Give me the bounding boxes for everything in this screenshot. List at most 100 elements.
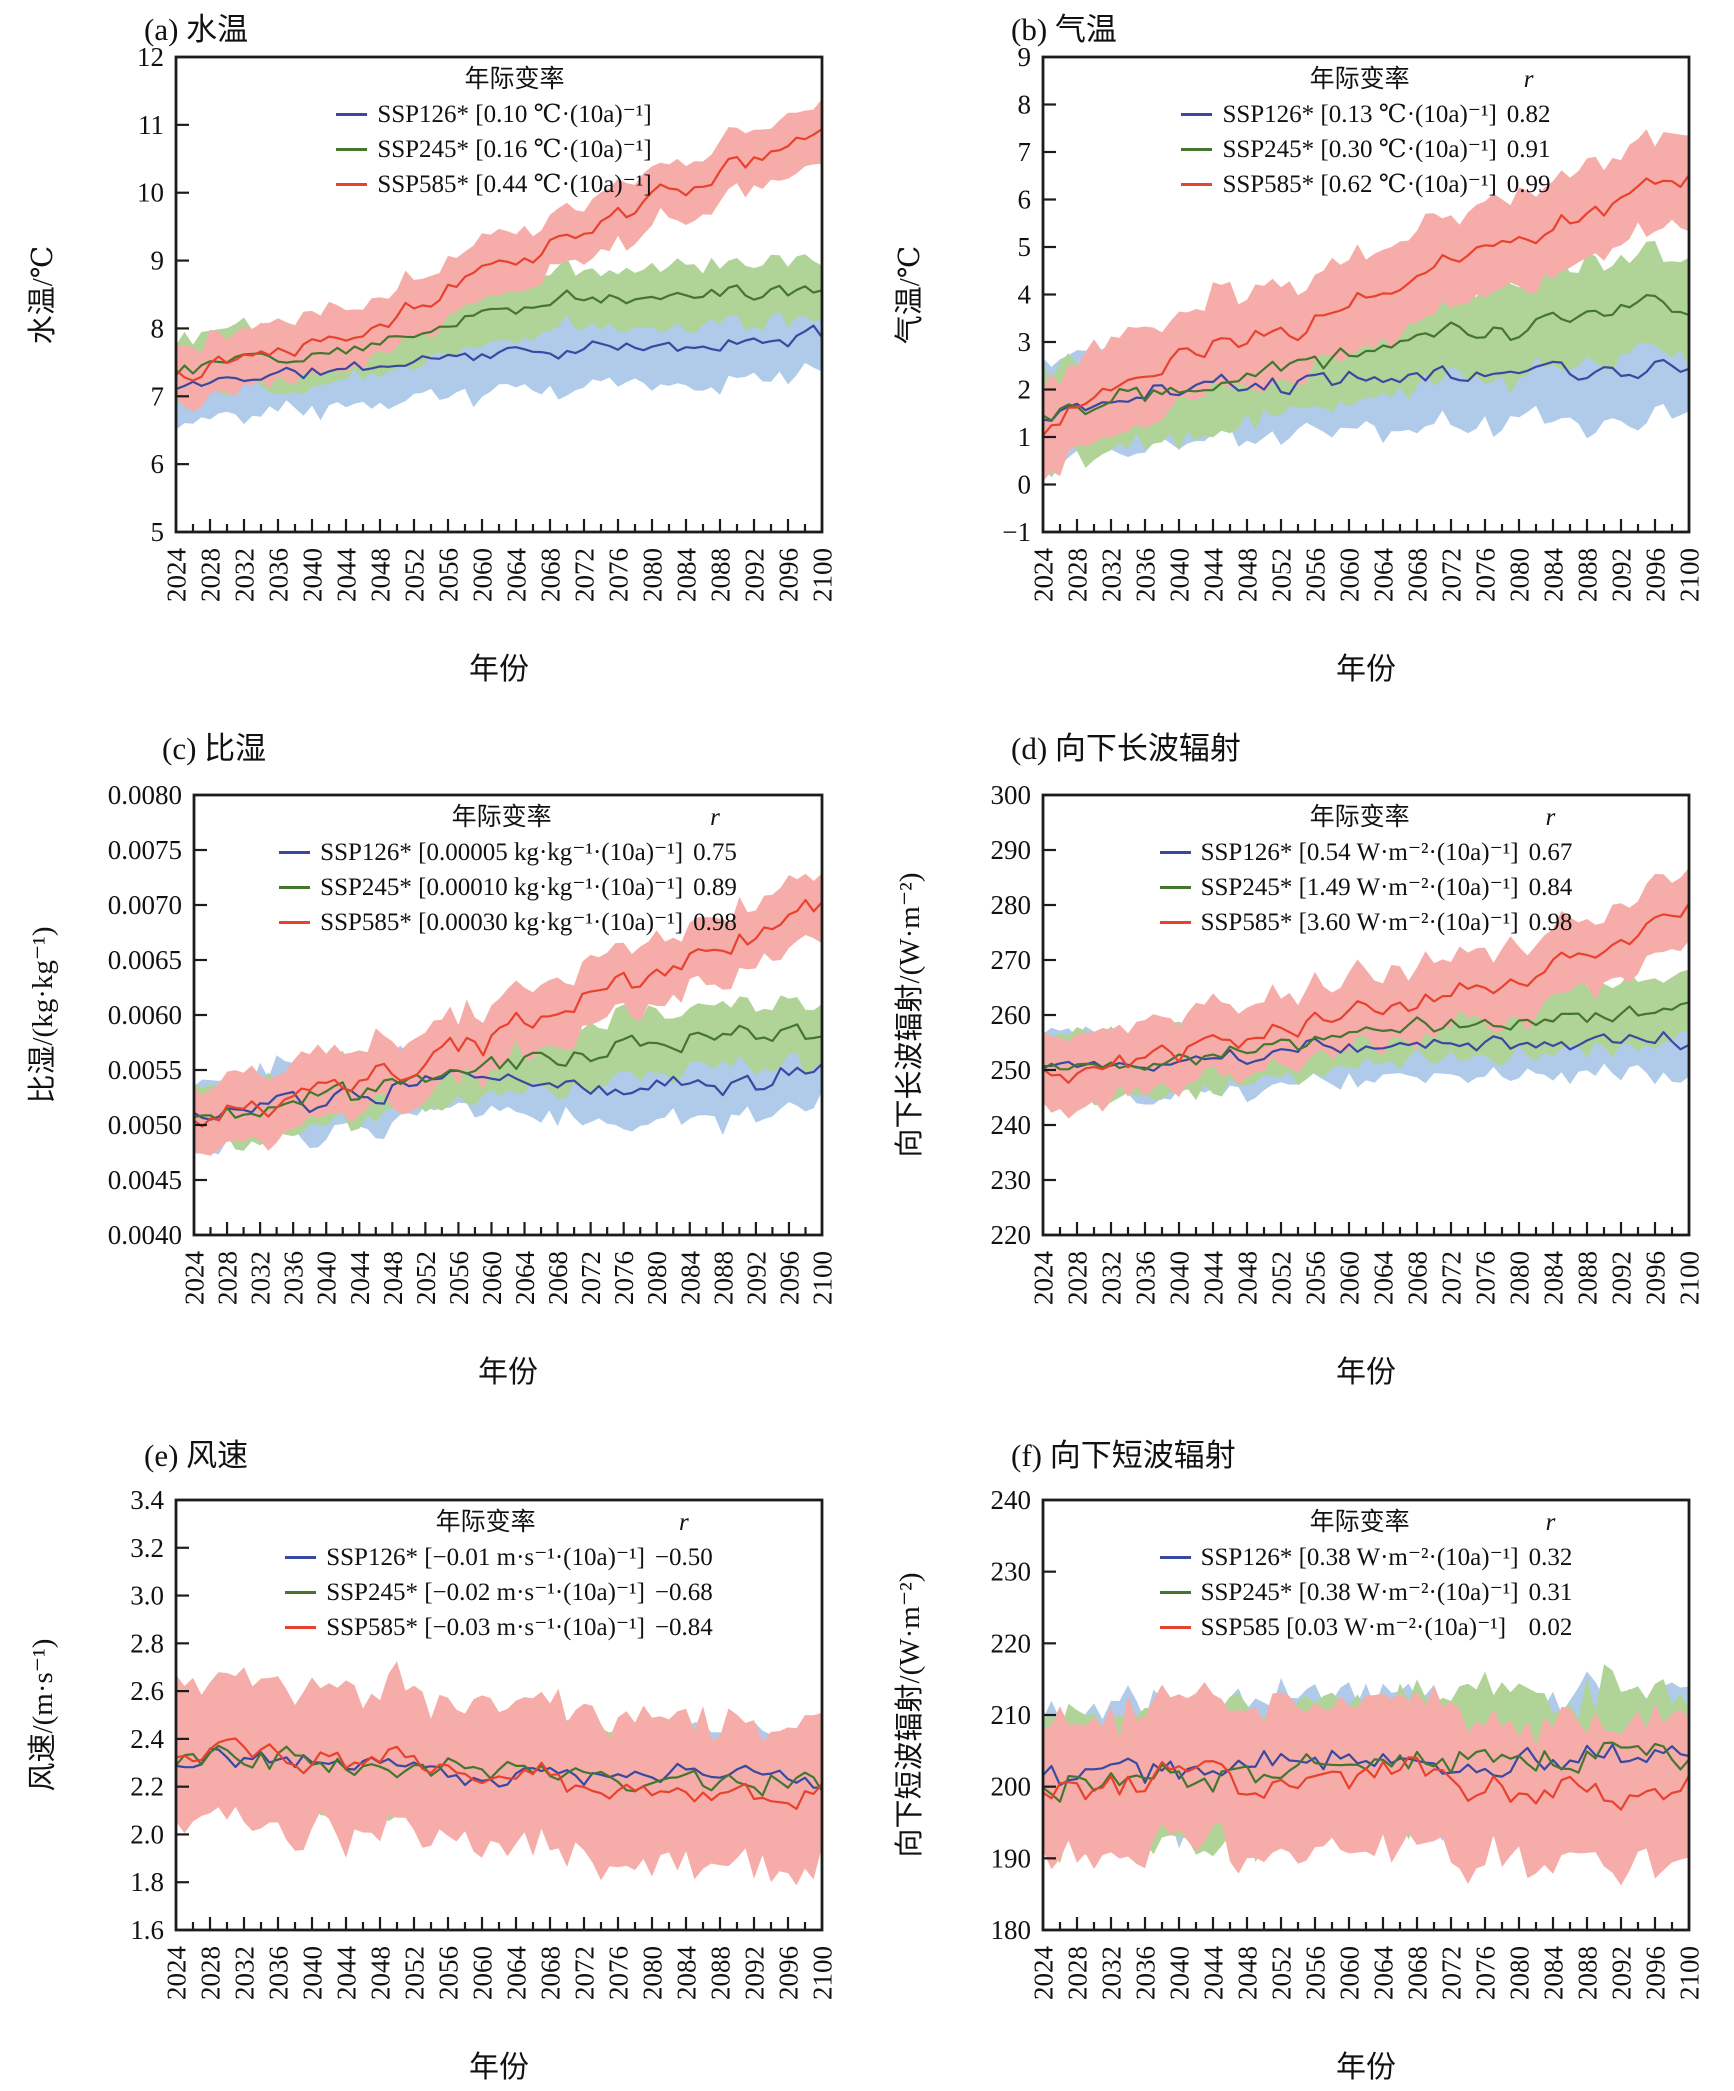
svg-text:2088: 2088 bbox=[1573, 548, 1603, 602]
svg-text:250: 250 bbox=[991, 1055, 1032, 1085]
chart-panel: −1 0 1 2 3 4 5 6 7 8 9 2024 2028 2032 2036 2040 2044 2048… bbox=[867, 0, 1734, 697]
y-ticks bbox=[1043, 103, 1056, 486]
svg-text:2056: 2056 bbox=[1301, 1251, 1331, 1305]
svg-text:2068: 2068 bbox=[1403, 1946, 1433, 2000]
svg-text:2076: 2076 bbox=[1471, 1251, 1501, 1305]
svg-text:2: 2 bbox=[1018, 375, 1032, 405]
svg-text:2040: 2040 bbox=[1165, 1946, 1195, 2000]
plot-area: −1 0 1 2 3 4 5 6 7 8 9 2024 2028 2032 2036 2040 2044 2048… bbox=[1002, 42, 1704, 602]
band-ssp585 bbox=[1043, 1682, 1689, 1886]
svg-text:240: 240 bbox=[991, 1110, 1032, 1140]
svg-text:2076: 2076 bbox=[1471, 548, 1501, 602]
uncertainty-bands bbox=[194, 873, 822, 1156]
plot-area: 0.0040 0.0045 0.0050 0.0055 0.0060 0.0065 0.00… bbox=[108, 780, 838, 1305]
svg-text:2064: 2064 bbox=[510, 1251, 540, 1306]
svg-text:2096: 2096 bbox=[774, 548, 804, 602]
svg-text:2072: 2072 bbox=[1437, 1251, 1467, 1305]
svg-text:5: 5 bbox=[151, 517, 165, 547]
svg-text:2052: 2052 bbox=[1267, 548, 1297, 602]
svg-text:2040: 2040 bbox=[1165, 548, 1195, 602]
svg-text:2052: 2052 bbox=[400, 548, 430, 602]
svg-text:2036: 2036 bbox=[279, 1251, 309, 1305]
uncertainty-bands bbox=[176, 1661, 822, 1886]
axes: −1 0 1 2 3 4 5 6 7 8 9 2024 2028 2032 2036 2040 2044 2048… bbox=[1002, 42, 1704, 602]
x-tick-labels: 2024 2028 2032 2036 2040 2044 2048 2052 2056 2060… bbox=[162, 1946, 838, 2001]
y-tick-labels: 1.6 1.8 2.0 2.2 2.4 2.6 2.8 3.0 3.2 3.4 bbox=[130, 1485, 164, 1945]
svg-text:200: 200 bbox=[991, 1772, 1032, 1802]
uncertainty-bands bbox=[1043, 1664, 1689, 1886]
uncertainty-bands bbox=[1043, 867, 1689, 1119]
svg-text:2072: 2072 bbox=[570, 548, 600, 602]
svg-text:2024: 2024 bbox=[1029, 1946, 1059, 2001]
svg-text:2032: 2032 bbox=[230, 548, 260, 602]
svg-text:2032: 2032 bbox=[1097, 548, 1127, 602]
svg-text:2096: 2096 bbox=[774, 1251, 804, 1305]
band-ssp585 bbox=[1043, 867, 1689, 1119]
svg-text:8: 8 bbox=[1018, 90, 1032, 120]
axes: 0.0040 0.0045 0.0050 0.0055 0.0060 0.0065 0.00… bbox=[108, 780, 838, 1305]
svg-text:2084: 2084 bbox=[1539, 548, 1569, 603]
y-axis-label: 向下长波辐射/(W·m⁻²) bbox=[894, 872, 926, 1158]
svg-text:2028: 2028 bbox=[1063, 548, 1093, 602]
svg-text:300: 300 bbox=[991, 780, 1032, 810]
svg-text:2.8: 2.8 bbox=[130, 1628, 164, 1658]
svg-text:2100: 2100 bbox=[808, 1946, 838, 2000]
line-ssp585 bbox=[176, 128, 822, 382]
svg-text:2076: 2076 bbox=[604, 1946, 634, 2000]
uncertainty-bands bbox=[176, 98, 822, 430]
svg-text:6: 6 bbox=[151, 449, 165, 479]
svg-text:0.0075: 0.0075 bbox=[108, 835, 182, 865]
line-ssp245 bbox=[194, 1023, 822, 1122]
svg-text:2024: 2024 bbox=[162, 1946, 192, 2001]
svg-text:2092: 2092 bbox=[740, 1946, 770, 2000]
chart-panel: 5 6 7 8 9 10 11 12 2024 2028 2032 2036 2040 2044 2048 2… bbox=[0, 0, 867, 697]
svg-text:7: 7 bbox=[1018, 137, 1032, 167]
x-ticks bbox=[1058, 1917, 1674, 1930]
svg-text:2096: 2096 bbox=[1641, 548, 1671, 602]
svg-text:3.0: 3.0 bbox=[130, 1581, 164, 1611]
svg-text:0.0060: 0.0060 bbox=[108, 1000, 182, 1030]
svg-text:2060: 2060 bbox=[1335, 548, 1365, 602]
svg-text:2088: 2088 bbox=[706, 1946, 736, 2000]
svg-text:2084: 2084 bbox=[1539, 1946, 1569, 2001]
svg-text:2024: 2024 bbox=[1029, 1251, 1059, 1306]
x-ticks bbox=[191, 1917, 807, 1930]
svg-text:0.0050: 0.0050 bbox=[108, 1110, 182, 1140]
svg-text:2044: 2044 bbox=[332, 1946, 362, 2001]
x-ticks bbox=[1058, 519, 1674, 532]
svg-text:0: 0 bbox=[1018, 470, 1032, 500]
svg-text:190: 190 bbox=[991, 1843, 1032, 1873]
svg-text:2088: 2088 bbox=[1573, 1946, 1603, 2000]
svg-text:0.0045: 0.0045 bbox=[108, 1165, 182, 1195]
svg-text:220: 220 bbox=[991, 1628, 1032, 1658]
svg-text:2092: 2092 bbox=[1607, 548, 1637, 602]
svg-text:180: 180 bbox=[991, 1915, 1032, 1945]
svg-text:2088: 2088 bbox=[1573, 1251, 1603, 1305]
svg-text:−1: −1 bbox=[1002, 517, 1031, 547]
svg-text:2040: 2040 bbox=[312, 1251, 342, 1305]
svg-text:2044: 2044 bbox=[345, 1251, 375, 1306]
svg-text:2048: 2048 bbox=[1233, 548, 1263, 602]
svg-text:2072: 2072 bbox=[1437, 1946, 1467, 2000]
svg-text:2064: 2064 bbox=[1369, 548, 1399, 603]
svg-text:2048: 2048 bbox=[1233, 1946, 1263, 2000]
x-axis-label: 年份 bbox=[1336, 2051, 1396, 2084]
svg-text:2056: 2056 bbox=[434, 1946, 464, 2000]
y-tick-labels: 5 6 7 8 9 10 11 12 bbox=[137, 42, 164, 547]
svg-text:3: 3 bbox=[1018, 327, 1032, 357]
y-tick-labels: 220 230 240 250 260 270 280 290 300 bbox=[991, 780, 1032, 1250]
svg-text:9: 9 bbox=[151, 246, 165, 276]
x-axis-label: 年份 bbox=[469, 2051, 529, 2084]
svg-text:9: 9 bbox=[1018, 42, 1032, 72]
svg-text:8: 8 bbox=[151, 313, 165, 343]
svg-text:2068: 2068 bbox=[536, 548, 566, 602]
svg-text:10: 10 bbox=[137, 178, 164, 208]
svg-text:3.2: 3.2 bbox=[130, 1533, 164, 1563]
x-tick-labels: 2024 2028 2032 2036 2040 2044 2048 2052 2056 2060… bbox=[162, 548, 838, 603]
svg-text:2080: 2080 bbox=[642, 1251, 672, 1305]
svg-text:3.4: 3.4 bbox=[130, 1485, 164, 1515]
svg-text:2052: 2052 bbox=[1267, 1946, 1297, 2000]
